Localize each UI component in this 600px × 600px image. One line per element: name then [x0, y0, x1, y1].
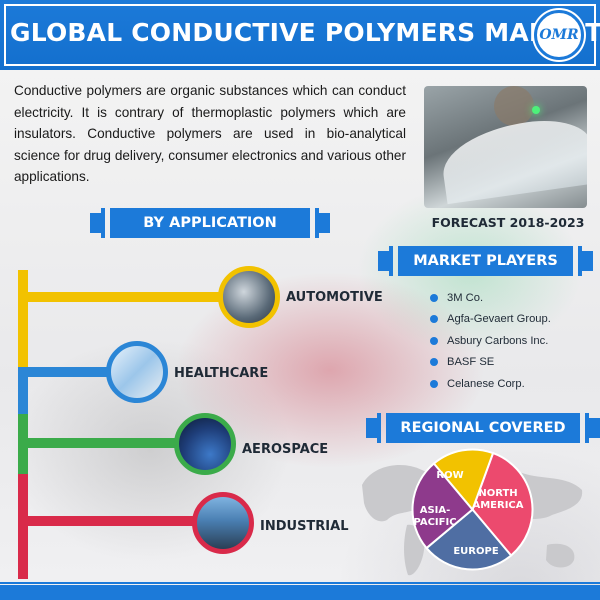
photo-finger [494, 86, 534, 126]
regional-pie-chart [411, 448, 534, 571]
satellite-earth-icon [174, 413, 236, 475]
forecast-label: FORECAST 2018-2023 [431, 215, 585, 230]
by-application-heading-text: BY APPLICATION [143, 215, 277, 231]
footer-rule [0, 582, 600, 584]
branch-automotive [18, 292, 228, 302]
list-item: Agfa-Gevaert Group. [430, 309, 551, 331]
bullet-icon [430, 358, 438, 367]
market-players-heading: MARKET PLAYERS [378, 246, 593, 276]
list-item: Asbury Carbons Inc. [430, 330, 551, 352]
photo-led [532, 106, 540, 114]
syringe-vials-icon [106, 341, 168, 403]
photo-flexible-film [437, 113, 587, 205]
market-players-heading-text: MARKET PLAYERS [413, 253, 558, 269]
list-item: BASF SE [430, 352, 551, 374]
application-healthcare-label: HEALTHCARE [174, 366, 269, 381]
branch-healthcare [18, 367, 113, 377]
pie-label-row: ROW [436, 470, 464, 481]
omr-logo-icon: OMR [534, 10, 584, 60]
application-automotive-label: AUTOMOTIVE [286, 290, 383, 305]
header-banner: GLOBAL CONDUCTIVE POLYMERS MARKET OMR [0, 0, 600, 70]
pie-slice-europe [425, 508, 513, 571]
footer-bar [0, 585, 600, 600]
flexible-display-photo [424, 86, 587, 208]
list-item: Celanese Corp. [430, 373, 551, 395]
list-item: 3M Co. [430, 287, 551, 309]
bullet-icon [430, 315, 438, 324]
by-application-heading: BY APPLICATION [90, 208, 330, 238]
application-aerospace-label: AEROSPACE [242, 442, 329, 457]
car-assembly-icon [218, 266, 280, 328]
branch-industrial [18, 516, 198, 526]
intro-paragraph: Conductive polymers are organic substanc… [14, 83, 406, 184]
spine-yellow [18, 270, 28, 370]
pie-label-europe: EUROPE [453, 546, 499, 557]
regional-covered-heading-text: REGIONAL COVERED [400, 420, 566, 436]
spine-blue [18, 368, 28, 416]
pie-label-north-america: NORTH AMERICA [472, 488, 524, 511]
bullet-icon [430, 293, 438, 302]
bullet-icon [430, 379, 438, 388]
pie-label-asia-pacific: ASIA- PACIFIC [413, 505, 457, 528]
pie-slice-north-america [471, 451, 534, 557]
branch-aerospace [18, 438, 178, 448]
logo-text: OMR [539, 27, 579, 43]
spine-red [18, 474, 28, 579]
pie-slice-row [432, 448, 495, 512]
application-industrial-label: INDUSTRIAL [260, 519, 349, 534]
page-title: GLOBAL CONDUCTIVE POLYMERS MARKET [10, 18, 600, 47]
header-frame [4, 4, 596, 66]
regional-covered-heading: REGIONAL COVERED [366, 413, 600, 443]
market-players-list: 3M Co. Agfa-Gevaert Group. Asbury Carbon… [430, 287, 551, 395]
bullet-icon [430, 336, 438, 345]
factory-icon [192, 492, 254, 554]
pie-slice-asia-pacific [411, 462, 474, 550]
